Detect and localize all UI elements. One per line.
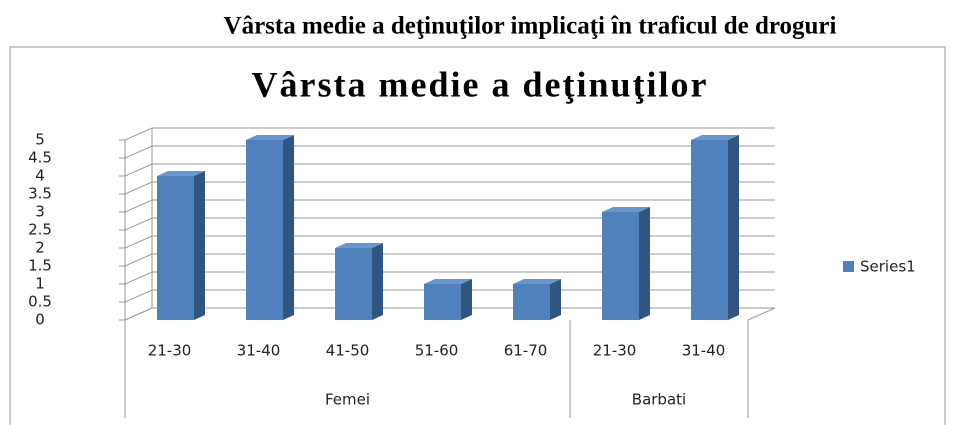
bar [602, 207, 650, 320]
bar [335, 243, 383, 320]
group-label: Femei [325, 391, 370, 409]
y-tick-label: 1 [35, 275, 45, 293]
y-tick-label: 4.5 [28, 149, 52, 167]
y-tick-label: 3 [35, 203, 45, 221]
y-tick-label: 1.5 [28, 257, 52, 275]
y-tick-label: 0 [35, 311, 45, 329]
grid-line [124, 217, 775, 231]
grid-line [124, 253, 775, 267]
y-tick-label: 5 [35, 131, 45, 149]
legend-label: Series1 [860, 258, 916, 276]
bar [246, 135, 294, 320]
grid-line [124, 127, 775, 141]
legend-swatch [843, 261, 854, 272]
y-tick-label: 2.5 [28, 221, 52, 239]
x-tick-label: 21-30 [148, 342, 192, 360]
y-tick-label: 3.5 [28, 185, 52, 203]
grid-line [124, 181, 775, 195]
x-tick-label: 41-50 [326, 342, 370, 360]
grid-line [124, 163, 775, 177]
group-label: Barbati [632, 391, 686, 409]
y-tick-label: 0.5 [28, 293, 52, 311]
chart-title: Vârsta medie a deţinuţilor [252, 64, 709, 104]
bar [157, 171, 205, 320]
grid-line [124, 199, 775, 213]
bar [691, 135, 739, 320]
x-tick-label: 51-60 [415, 342, 459, 360]
y-tick-label: 4 [35, 167, 45, 185]
bar [513, 279, 561, 320]
grid-line [124, 235, 775, 249]
x-tick-label: 31-40 [682, 342, 726, 360]
x-tick-label: 31-40 [237, 342, 281, 360]
bar [424, 279, 472, 320]
x-tick-label: 61-70 [504, 342, 548, 360]
heading: Vârsta medie a deţinuţilor implicaţi în … [224, 13, 837, 40]
chart-frame [9, 46, 946, 425]
grid-line [124, 145, 775, 159]
y-tick-label: 2 [35, 239, 45, 257]
x-tick-label: 21-30 [593, 342, 637, 360]
